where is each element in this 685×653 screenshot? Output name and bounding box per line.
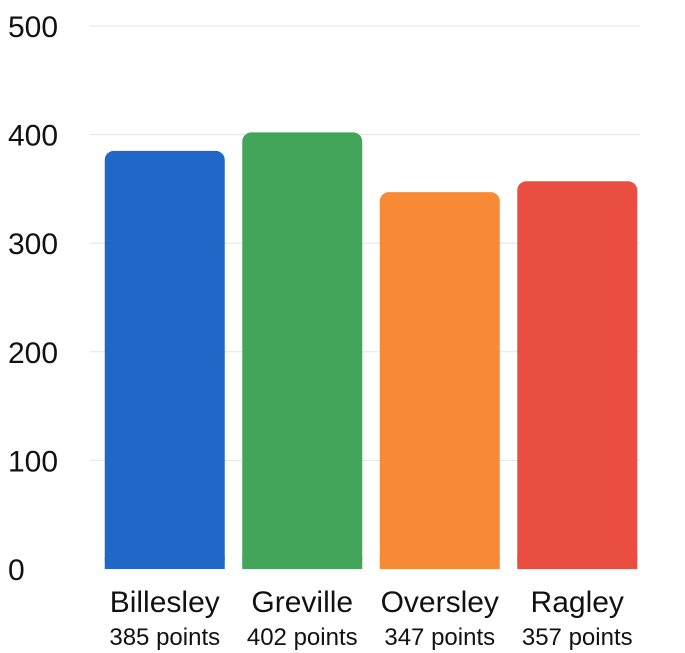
category-label: Ragley: [531, 586, 624, 619]
bar-greville: [242, 132, 362, 569]
value-label: 385 points: [109, 624, 220, 651]
bar-billesley: [105, 151, 225, 569]
y-tick-label: 200: [8, 337, 58, 370]
value-label: 402 points: [247, 624, 358, 651]
category-labels: Billesley 385 points Greville 402 points Ove…: [109, 586, 632, 651]
y-tick-label: 400: [8, 120, 58, 153]
value-label: 357 points: [522, 624, 633, 651]
bar-base-oversley: [380, 557, 500, 569]
bar-base-ragley: [517, 557, 637, 569]
category-label: Oversley: [381, 586, 499, 619]
bar-oversley: [380, 192, 500, 569]
bar-base-greville: [242, 557, 362, 569]
y-tick-label: 500: [8, 11, 58, 44]
category-label: Billesley: [110, 586, 220, 619]
y-axis-ticks: 0 100 200 300 400 500: [8, 11, 58, 587]
y-tick-label: 0: [8, 554, 25, 587]
bar-ragley: [517, 181, 637, 569]
bars: [105, 132, 638, 569]
y-tick-label: 300: [8, 228, 58, 261]
y-tick-label: 100: [8, 445, 58, 478]
category-label: Greville: [251, 586, 353, 619]
bar-base-billesley: [105, 557, 225, 569]
value-label: 347 points: [384, 624, 495, 651]
